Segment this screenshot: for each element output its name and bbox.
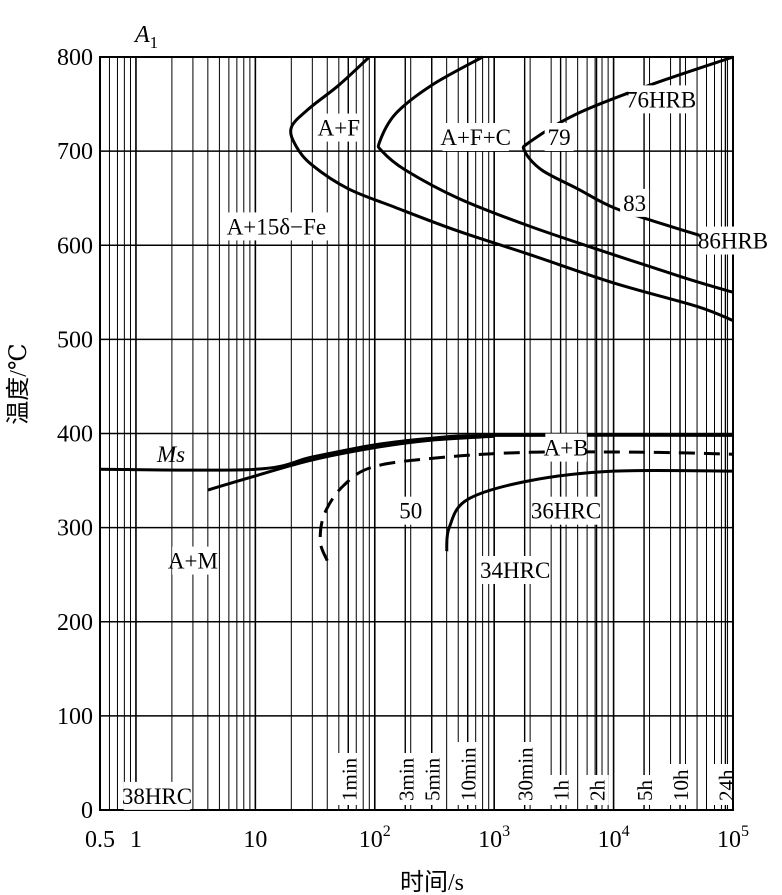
y-tick-label: 600 — [57, 233, 93, 259]
annotation-label: A+M — [168, 549, 218, 574]
time-marker-label: 10h — [669, 769, 693, 801]
time-marker-label-bg — [632, 775, 657, 805]
y-tick-label: 500 — [57, 327, 93, 353]
x-tick-label: 105 — [717, 823, 749, 853]
annotation-label: A+15δ−Fe — [227, 214, 326, 239]
x-tick-label: 0.5 — [85, 827, 115, 853]
time-marker-label-bg — [455, 742, 480, 805]
x-axis-label: 时间/s — [400, 869, 464, 895]
plot-frame — [99, 56, 734, 811]
time-marker-label: 5h — [633, 780, 657, 802]
annotation-label: 34HRC — [480, 558, 550, 583]
y-tick-label: 800 — [57, 45, 93, 71]
y-tick-label: 0 — [81, 798, 93, 824]
x-tick-label: 103 — [478, 823, 510, 853]
annotation-label: A+F — [318, 116, 360, 141]
time-marker-label-bg — [668, 764, 693, 805]
annotation-label: 86HRB — [698, 229, 768, 254]
curves — [99, 55, 734, 562]
annotation-label: A+F+C — [440, 125, 511, 150]
annotation-label: 36HRC — [531, 499, 601, 524]
time-marker-label: 5min — [421, 757, 445, 801]
annotation-bg — [699, 226, 767, 255]
x-tick-label: 1 — [130, 827, 142, 853]
annotation-label: 79 — [548, 125, 571, 150]
annotation-bg — [318, 113, 360, 142]
annotation-bg — [123, 781, 191, 810]
x-tick-label: 10 — [243, 827, 267, 853]
time-marker-label-bg — [584, 775, 609, 805]
y-tick-label: 200 — [57, 610, 93, 636]
curve-pearlite-start — [376, 55, 734, 294]
grid — [100, 57, 733, 810]
time-marker-label: 24h — [714, 769, 738, 801]
time-marker-label-bg — [548, 775, 573, 805]
time-marker-label-bg — [512, 742, 537, 805]
annotation-bg — [172, 546, 214, 575]
time-marker-label: 1h — [550, 780, 574, 802]
annotation-label: 83 — [623, 191, 646, 216]
x-axis-ticks: 0.5 1 10 102 103 104 105 — [85, 823, 749, 853]
annotation-bg — [620, 188, 650, 217]
time-marker-label: 2h — [586, 780, 610, 802]
y-tick-label: 100 — [57, 704, 93, 730]
annotations: A+F A+F+C 79 76HRB 83 86HRB A+15δ−Fe A+B 50 36HRC… — [122, 85, 768, 810]
y-tick-label: 300 — [57, 516, 93, 542]
annotation-bg — [627, 85, 695, 114]
time-marker-label-bg — [393, 753, 418, 805]
annotation-label: 38HRC — [122, 784, 192, 809]
x-tick-label: 104 — [598, 823, 630, 853]
y-axis-label: 温度/℃ — [5, 343, 32, 425]
label-ms: Ms — [156, 442, 185, 467]
curve-martensite-branch — [207, 434, 495, 492]
annotation-label: A+B — [544, 436, 589, 461]
time-marker-label: 30min — [514, 747, 538, 801]
time-marker-label: 1min — [337, 757, 361, 801]
annotation-bg — [481, 555, 549, 584]
curve-ferrite-start — [289, 55, 734, 322]
curve-finish — [521, 55, 734, 247]
annotation-bg — [442, 123, 509, 152]
curve-bainite-start — [318, 450, 734, 562]
time-marker-label-bg — [419, 753, 444, 805]
annotation-bg — [545, 433, 587, 462]
label-a1: A1 — [133, 22, 158, 52]
y-axis-ticks: 0 100 200 300 400 500 600 700 800 — [57, 45, 93, 824]
annotation-bg — [544, 123, 574, 152]
annotation-bg — [532, 496, 600, 525]
annotation-bg — [224, 212, 329, 241]
y-tick-label: 700 — [57, 139, 93, 165]
annotation-label: 50 — [399, 499, 422, 524]
time-marker-label: 3min — [394, 757, 418, 801]
curve-bainite-finish — [445, 468, 734, 552]
y-tick-label: 400 — [57, 422, 93, 448]
time-marker-label: 10min — [457, 747, 481, 801]
annotation-bg — [396, 496, 426, 525]
x-tick-label: 102 — [359, 823, 391, 853]
time-marker-label-bg — [336, 753, 361, 805]
time-markers: 1min 3min 5min 10min 30min 1h 2h 5h 10h 24h — [336, 57, 738, 810]
annotation-label: 76HRB — [626, 87, 696, 112]
